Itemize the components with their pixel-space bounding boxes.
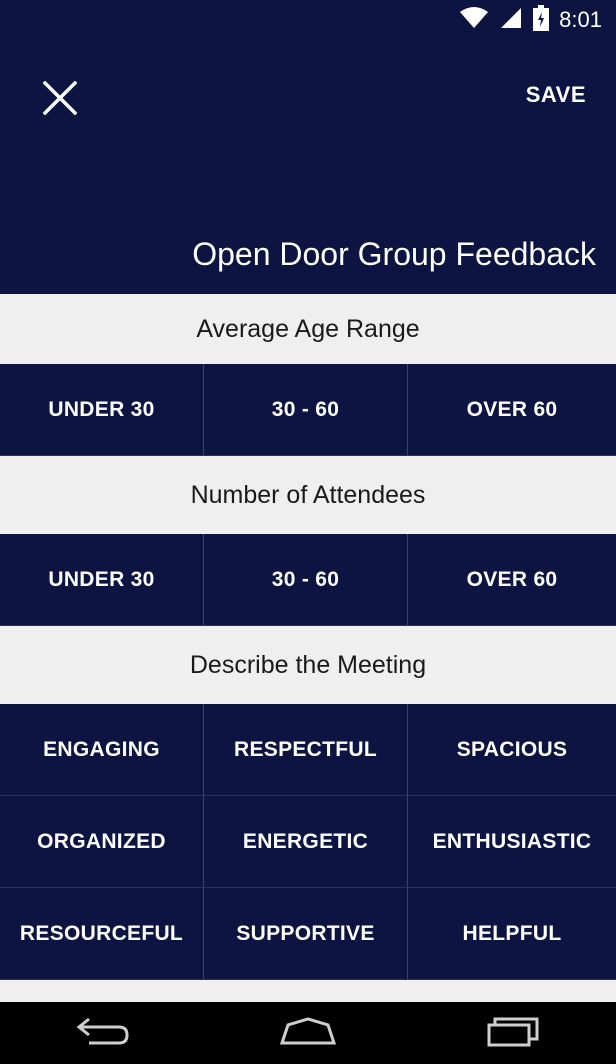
status-time: 8:01 [559,7,602,32]
recents-button[interactable] [473,1008,553,1058]
option-attendees-over-60[interactable]: OVER 60 [408,534,616,626]
option-attendees-under-30[interactable]: UNDER 30 [0,534,204,626]
save-button[interactable]: SAVE [525,82,586,107]
section-header-attendees: Number of Attendees [0,456,616,534]
option-energetic[interactable]: ENERGETIC [204,796,408,888]
option-spacious[interactable]: SPACIOUS [408,704,616,796]
option-age-30-60[interactable]: 30 - 60 [204,364,408,456]
status-bar: 8:01 [0,0,616,40]
battery-icon [533,4,550,36]
option-resourceful[interactable]: RESOURCEFUL [0,888,204,980]
back-button[interactable] [63,1008,143,1058]
option-enthusiastic[interactable]: ENTHUSIASTIC [408,796,616,888]
back-icon [75,1015,131,1052]
navigation-bar [0,1002,616,1064]
close-icon [42,80,78,120]
option-respectful[interactable]: RESPECTFUL [204,704,408,796]
home-button[interactable] [268,1008,348,1058]
option-age-under-30[interactable]: UNDER 30 [0,364,204,456]
section-header-describe: Describe the Meeting [0,626,616,704]
close-button[interactable] [38,78,82,122]
attendees-options: UNDER 30 30 - 60 OVER 60 [0,534,616,626]
age-range-options: UNDER 30 30 - 60 OVER 60 [0,364,616,456]
next-section-header [0,980,616,1002]
describe-options: ENGAGING RESPECTFUL SPACIOUS ORGANIZED E… [0,704,616,980]
recents-icon [485,1015,541,1052]
section-header-age-range: Average Age Range [0,294,616,364]
option-supportive[interactable]: SUPPORTIVE [204,888,408,980]
home-icon [278,1015,338,1052]
wifi-icon [459,6,489,35]
signal-icon [499,6,523,35]
status-icons: 8:01 [459,4,602,36]
page-title: Open Door Group Feedback [192,236,596,272]
option-engaging[interactable]: ENGAGING [0,704,204,796]
app-bar: SAVE Open Door Group Feedback [0,40,616,294]
option-attendees-30-60[interactable]: 30 - 60 [204,534,408,626]
option-organized[interactable]: ORGANIZED [0,796,204,888]
option-age-over-60[interactable]: OVER 60 [408,364,616,456]
option-helpful[interactable]: HELPFUL [408,888,616,980]
